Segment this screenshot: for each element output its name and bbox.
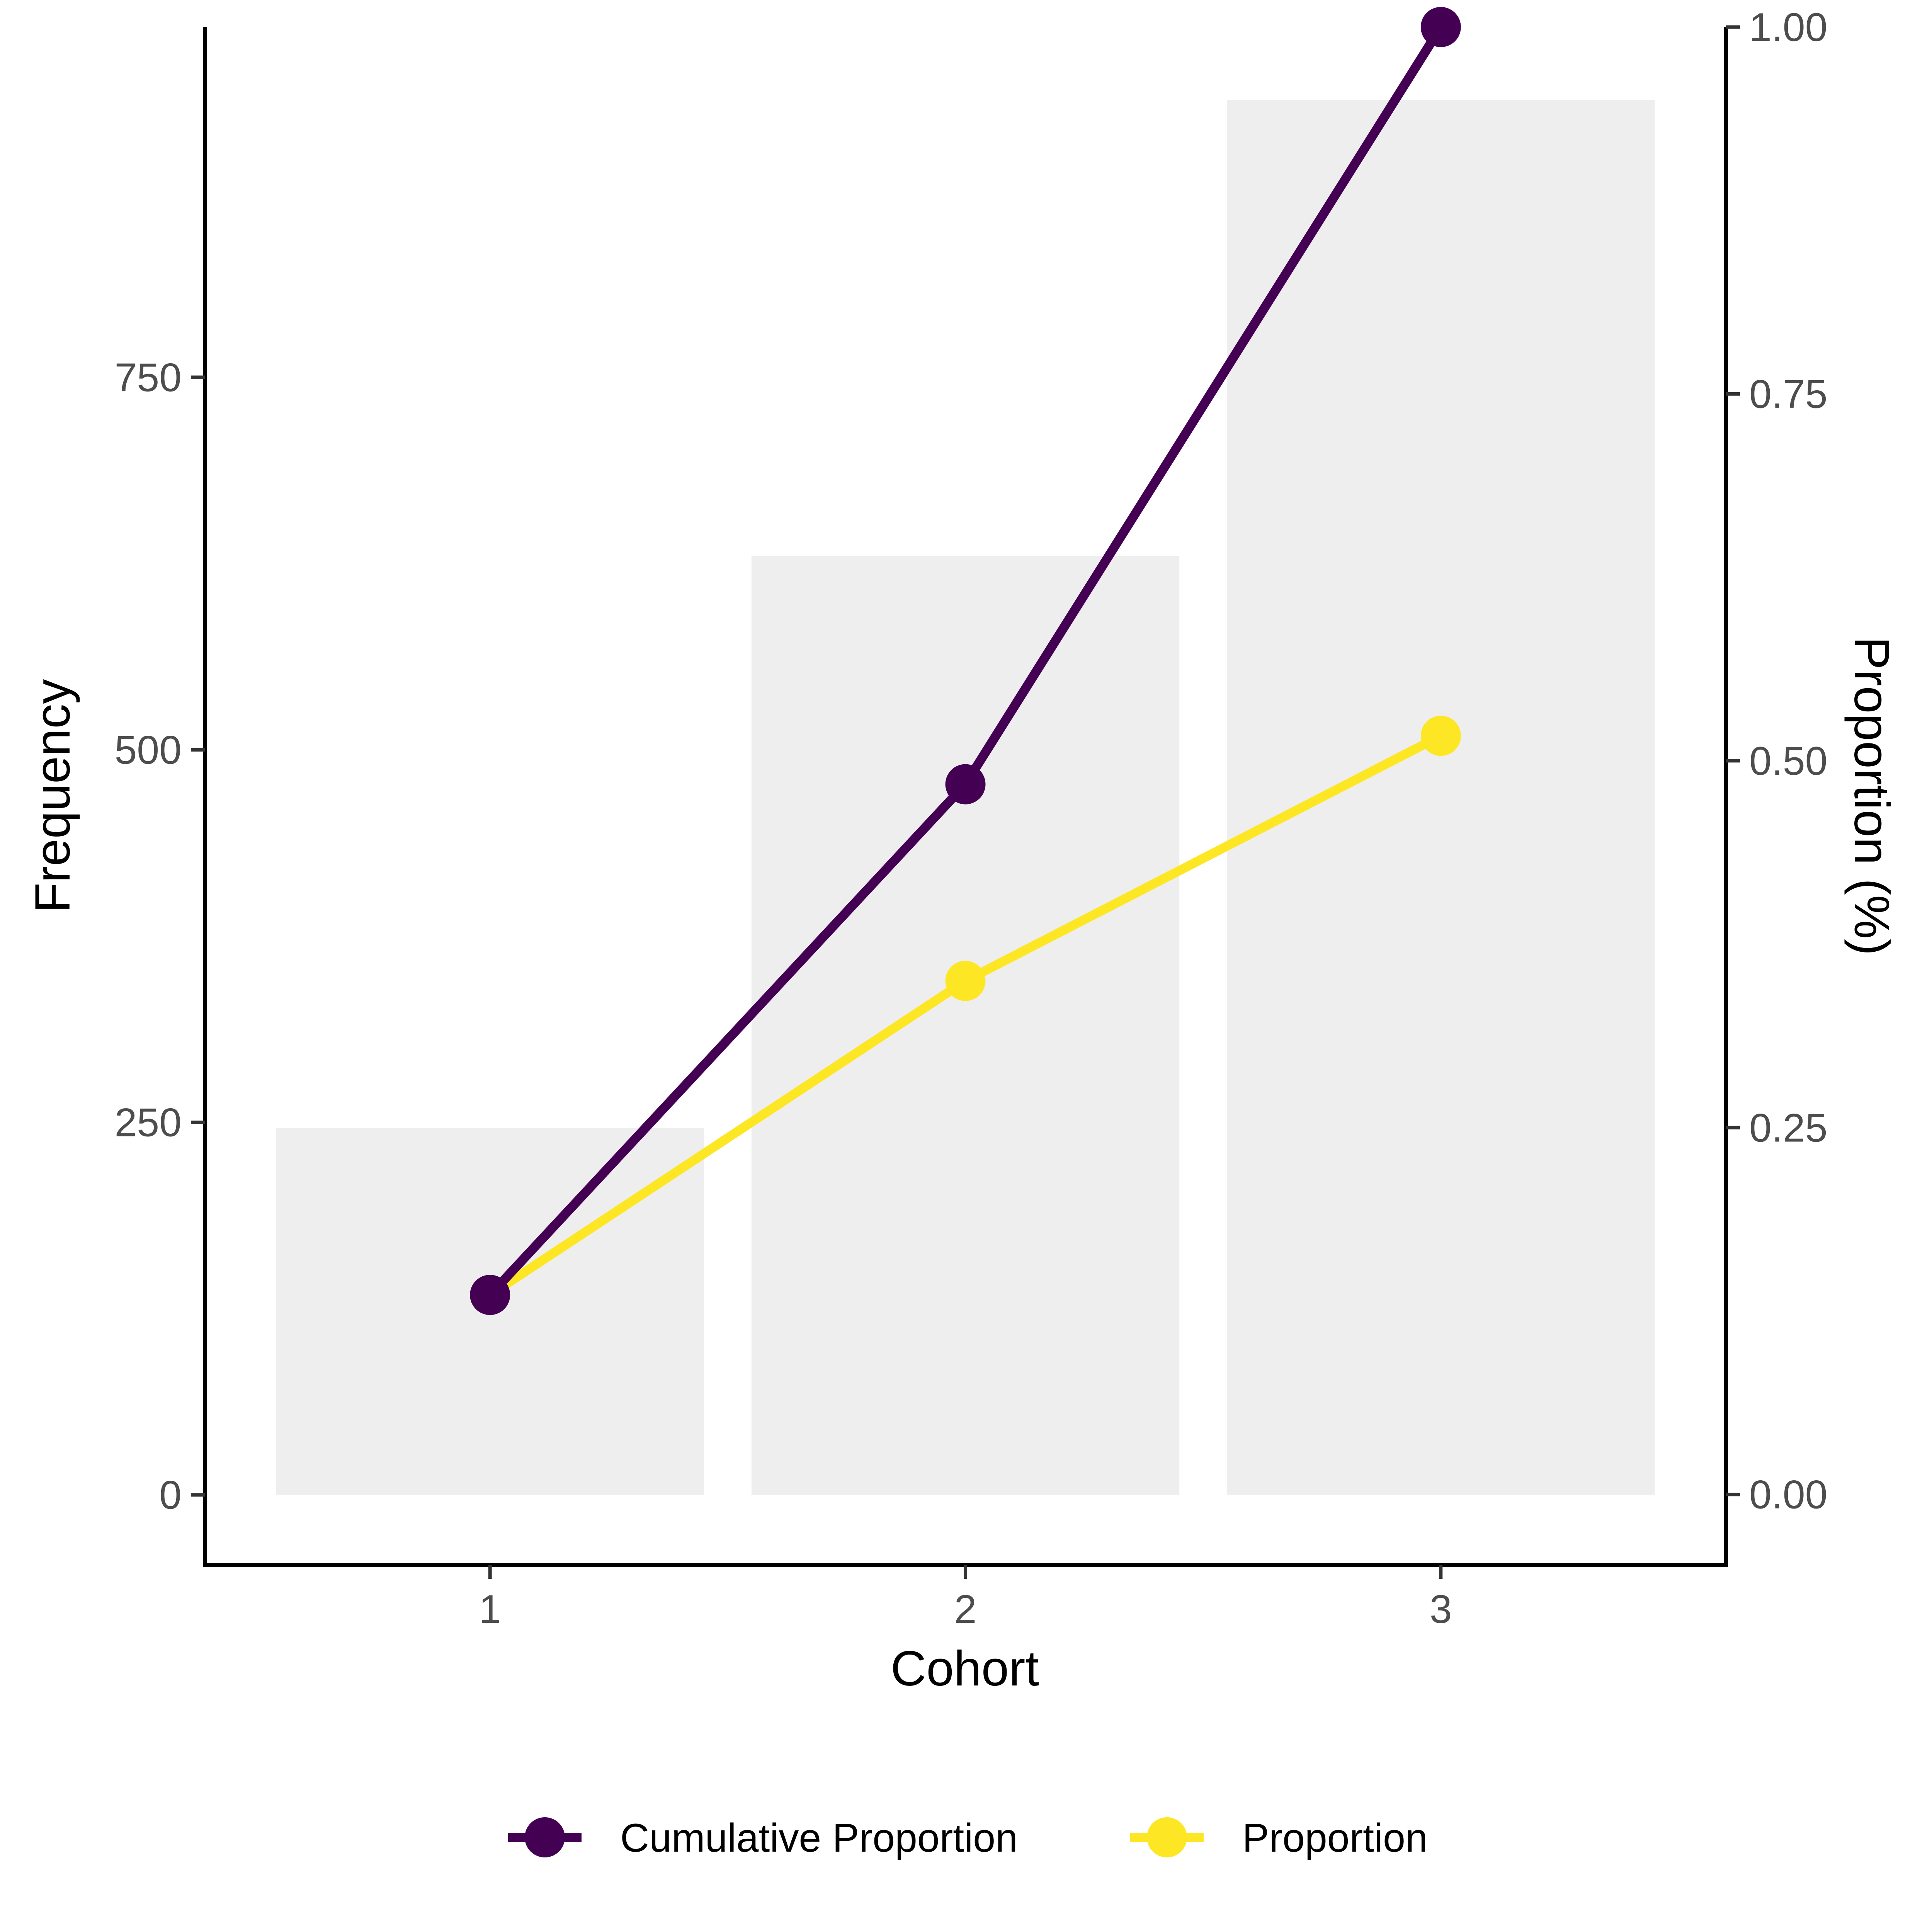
series-point-cumulative-proportion-2	[945, 764, 986, 804]
y-tick-label-500: 500	[114, 728, 182, 772]
y2-axis-title: Proportion (%)	[1844, 636, 1899, 955]
legend-key-proportion-marker	[1147, 1817, 1187, 1857]
series-point-proportion-2	[945, 961, 986, 1001]
y-tick-label-250: 250	[114, 1100, 182, 1145]
y-axis-title: Frequency	[25, 679, 80, 913]
axes-layer: 0 250 500 750 0.00 0.25 0.50 0.75 1.00 1 2 3	[114, 5, 1827, 1632]
series-point-cumulative-proportion-3	[1420, 7, 1461, 47]
y-tick-label-750: 750	[114, 355, 182, 400]
series-point-cumulative-proportion-1	[470, 1275, 510, 1315]
x-tick-label-1: 1	[479, 1587, 501, 1632]
x-axis-title: Cohort	[891, 1641, 1039, 1696]
x-tick-label-2: 2	[954, 1587, 977, 1632]
bars-layer	[276, 100, 1655, 1495]
legend-label-cumulative-proportion: Cumulative Proportion	[620, 1816, 1018, 1861]
legend-label-proportion: Proportion	[1242, 1816, 1428, 1861]
y2-tick-label-1.00: 1.00	[1749, 5, 1827, 50]
series-point-proportion-3	[1420, 716, 1461, 756]
y2-tick-label-0.50: 0.50	[1749, 739, 1827, 784]
legend: Cumulative Proportion Proportion	[508, 1816, 1428, 1861]
bar-cohort-3	[1227, 100, 1655, 1495]
y2-tick-label-0.00: 0.00	[1749, 1473, 1827, 1517]
y2-tick-label-0.25: 0.25	[1749, 1105, 1827, 1150]
series-layer	[470, 7, 1461, 1315]
bar-cohort-2	[751, 556, 1180, 1495]
y-tick-label-0: 0	[159, 1473, 182, 1518]
legend-key-cumulative-proportion-marker	[525, 1817, 565, 1857]
y2-tick-label-0.75: 0.75	[1749, 372, 1827, 417]
x-tick-label-3: 3	[1430, 1587, 1452, 1632]
